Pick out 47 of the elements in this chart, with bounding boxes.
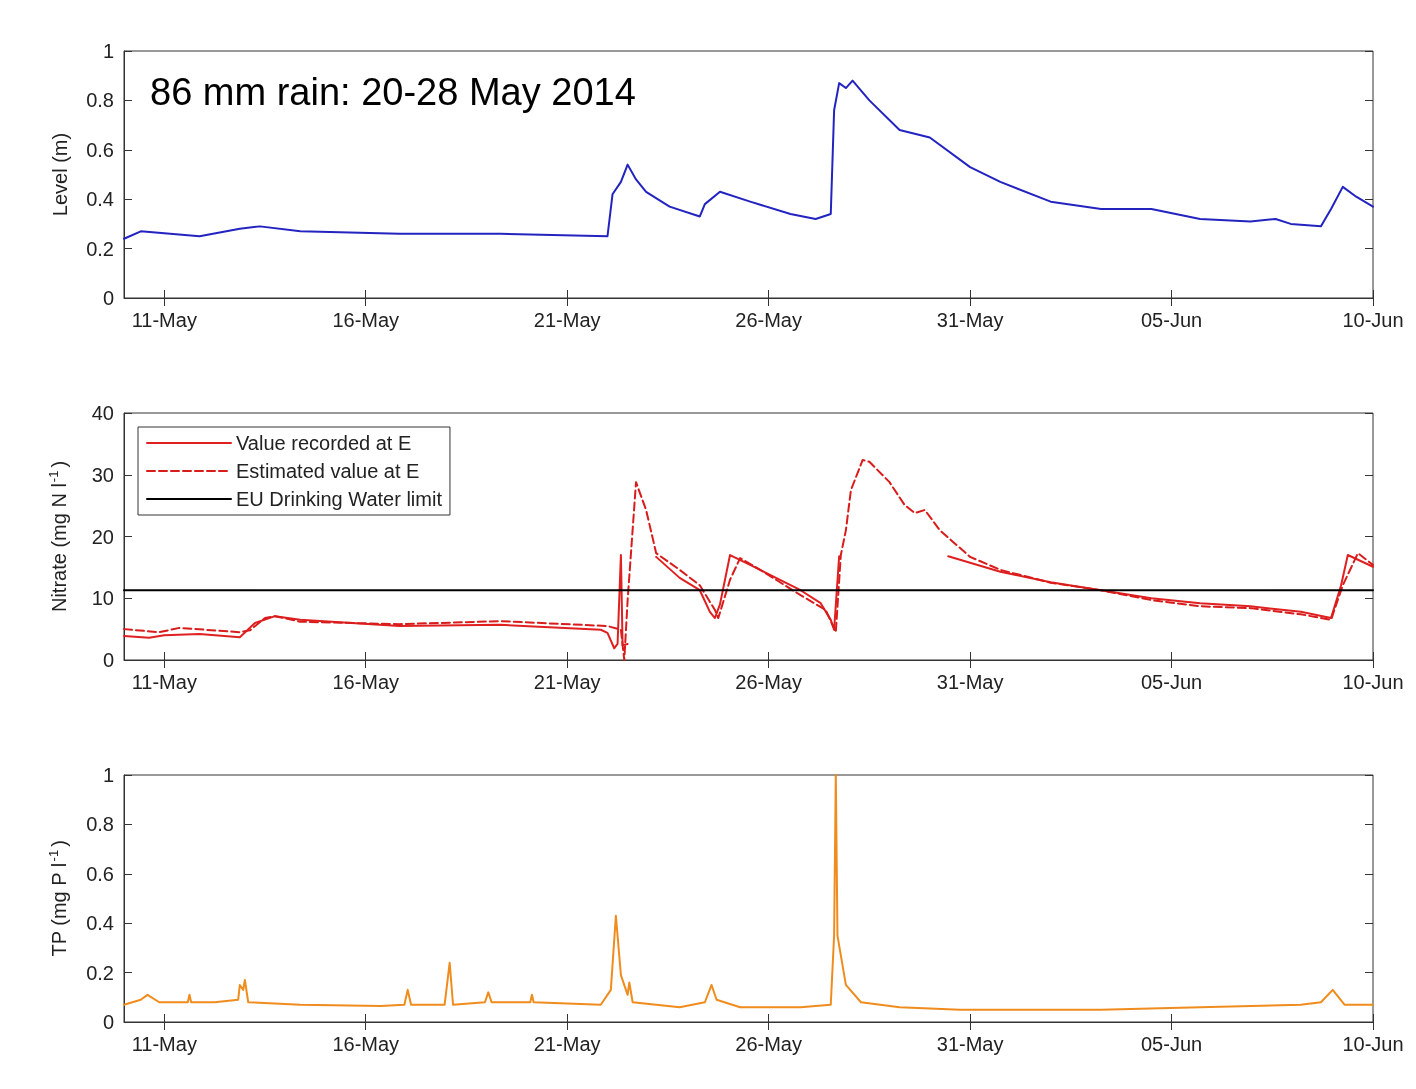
y-tick-label: 1 [102,40,114,62]
y-tick-label: 0.2 [86,961,114,984]
x-tick-label: 16-May [332,309,400,331]
x-tick-label: 10-Jun [1342,309,1404,331]
x-tick-label: 05-Jun [1140,309,1203,331]
y-tick-label: 10 [91,587,114,610]
y-tick-label: 30 [91,463,114,486]
x-tick-label: 26-May [735,671,802,693]
y-tick-label: 40 [91,402,114,424]
y-axis-title: TP (mg P l-1) [46,840,70,957]
x-tick-label: 21-May [533,671,601,693]
y-tick-label: 0.8 [86,813,114,836]
x-tick-label: 05-Jun [1140,1033,1203,1055]
x-tick-label: 26-May [735,1033,802,1055]
x-tick-label: 05-Jun [1140,671,1203,693]
y-tick-label: 0.6 [86,138,114,161]
legend-label: Estimated value at E [236,460,420,482]
y-tick-label: 0.4 [86,912,114,935]
y-tick-label: 20 [91,525,114,548]
y-tick-label: 0.2 [86,237,114,260]
y-tick-label: 0.6 [86,862,114,885]
line-series [123,79,1374,240]
y-tick-label: 0 [102,287,114,309]
x-tick-label: 31-May [936,1033,1004,1055]
x-tick-label: 10-Jun [1342,671,1404,693]
legend-label: Value recorded at E [236,432,412,454]
annotation: 86 mm rain: 20-28 May 2014 [150,71,636,113]
legend-label: EU Drinking Water limit [236,488,443,510]
x-tick-label: 21-May [533,309,601,331]
x-tick-label: 16-May [332,671,400,693]
x-tick-label: 31-May [936,671,1004,693]
x-tick-label: 10-Jun [1342,1033,1404,1055]
x-tick-label: 11-May [131,309,197,331]
y-axis-title: Level (m) [49,132,71,217]
y-tick-label: 1 [102,764,114,786]
line-series [123,774,1374,1011]
x-tick-label: 31-May [936,309,1004,331]
x-tick-label: 11-May [131,671,197,693]
y-tick-label: 0 [102,649,114,671]
x-tick-label: 21-May [533,1033,601,1055]
y-axis-title: Nitrate (mg N l-1) [46,460,70,613]
y-tick-label: 0.4 [86,188,114,211]
x-tick-label: 11-May [131,1033,197,1055]
y-tick-label: 0.8 [86,89,114,112]
x-tick-label: 26-May [735,309,802,331]
x-tick-label: 16-May [332,1033,400,1055]
y-tick-label: 0 [102,1011,114,1033]
